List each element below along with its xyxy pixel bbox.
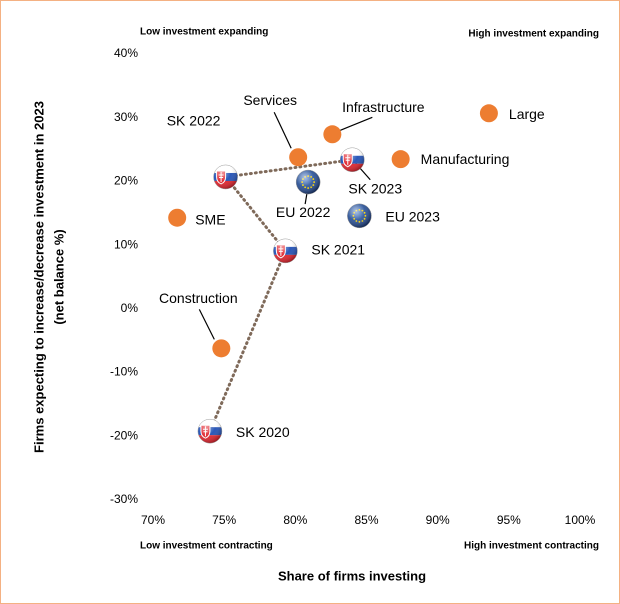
point: [295, 169, 321, 195]
point: [391, 150, 410, 169]
quadrant-label: High investment expanding: [468, 29, 599, 40]
point-label: SME: [195, 211, 225, 227]
gloss: [340, 147, 365, 173]
leader-line: [198, 309, 215, 340]
y-tick-label: 20%: [114, 174, 138, 188]
point-label: Large: [509, 106, 545, 122]
gloss: [273, 238, 298, 264]
quadrant-label: High investment contracting: [464, 541, 599, 552]
point-label: SK 2021: [311, 242, 365, 258]
point: [340, 147, 365, 173]
connector: [224, 175, 287, 253]
x-tick-label: 75%: [212, 513, 236, 527]
point-label: Manufacturing: [421, 151, 510, 167]
point: [289, 148, 308, 167]
point: [347, 203, 372, 229]
x-tick-label: 95%: [497, 513, 521, 527]
quadrant-label: Low investment expanding: [140, 27, 268, 38]
y-axis-title: Firms expecting to increase/decrease inv…: [31, 101, 46, 453]
point: [479, 104, 498, 123]
x-tick-label: 70%: [141, 513, 165, 527]
point-label: SK 2020: [236, 424, 290, 440]
x-tick-label: 90%: [426, 513, 450, 527]
y-tick-label: 40%: [114, 46, 138, 60]
y-tick-label: 0%: [121, 301, 139, 315]
point: [273, 238, 298, 264]
gloss: [197, 418, 223, 444]
y-tick-label: -30%: [110, 492, 138, 506]
y-tick-label: -10%: [110, 365, 138, 379]
point-label: Construction: [159, 290, 238, 306]
point-label: SK 2023: [348, 180, 402, 196]
y-tick-label: 30%: [114, 110, 138, 124]
gloss: [213, 164, 238, 190]
x-tick-label: 85%: [354, 513, 378, 527]
x-tick-label: 100%: [565, 513, 596, 527]
point: [212, 339, 231, 358]
leader-line: [340, 116, 373, 131]
y-tick-label: 10%: [114, 237, 138, 251]
point: [323, 125, 342, 144]
point-label: Services: [243, 92, 297, 108]
point: [197, 418, 223, 444]
gloss: [347, 203, 372, 229]
point-label: EU 2023: [385, 209, 440, 225]
point-label: EU 2022: [276, 204, 331, 220]
point: [168, 208, 187, 227]
leader-line: [273, 111, 292, 149]
y-tick-label: -20%: [110, 428, 138, 442]
x-axis-title: Share of firms investing: [278, 568, 426, 583]
point-label: Infrastructure: [342, 99, 425, 115]
gloss: [295, 169, 321, 195]
y-axis-title: (net balance %): [51, 229, 66, 324]
x-tick-label: 80%: [283, 513, 307, 527]
point: [213, 164, 238, 190]
point-label: SK 2022: [167, 113, 221, 129]
connector: [224, 158, 354, 179]
quadrant-label: Low investment contracting: [140, 541, 273, 552]
